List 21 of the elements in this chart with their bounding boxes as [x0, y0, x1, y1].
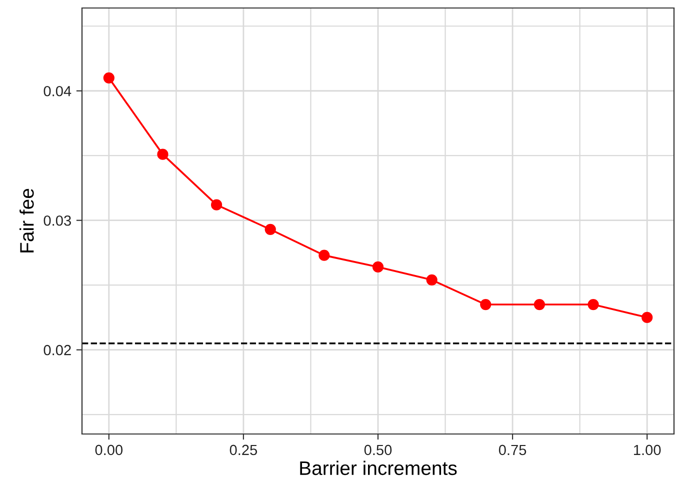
x-axis-title: Barrier increments — [300, 460, 457, 476]
point — [372, 261, 384, 273]
x-tick-label: 1.00 — [634, 444, 661, 456]
y-tick-label: 0.03 — [44, 215, 71, 226]
x-tick-label: 0.75 — [498, 444, 526, 456]
point — [103, 72, 114, 84]
point — [426, 274, 438, 286]
point — [264, 224, 276, 235]
point — [480, 298, 492, 310]
point — [588, 298, 599, 310]
x-tick-label: 0.50 — [364, 444, 392, 456]
point — [318, 250, 330, 261]
point — [210, 199, 222, 210]
point — [534, 298, 546, 310]
y-tick-label: 0.04 — [44, 86, 72, 96]
point — [157, 148, 168, 160]
y-axis-title: Fair fee — [20, 188, 34, 252]
y-tick-label: 0.02 — [44, 344, 71, 356]
x-tick-label: 0.00 — [95, 444, 123, 456]
point — [642, 312, 653, 324]
x-tick-label: 0.25 — [230, 444, 258, 456]
